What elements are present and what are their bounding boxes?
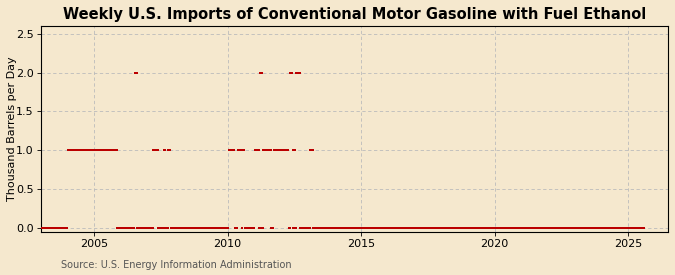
Text: Source: U.S. Energy Information Administration: Source: U.S. Energy Information Administ…	[61, 260, 292, 270]
Y-axis label: Thousand Barrels per Day: Thousand Barrels per Day	[7, 57, 17, 201]
Title: Weekly U.S. Imports of Conventional Motor Gasoline with Fuel Ethanol: Weekly U.S. Imports of Conventional Moto…	[63, 7, 646, 22]
